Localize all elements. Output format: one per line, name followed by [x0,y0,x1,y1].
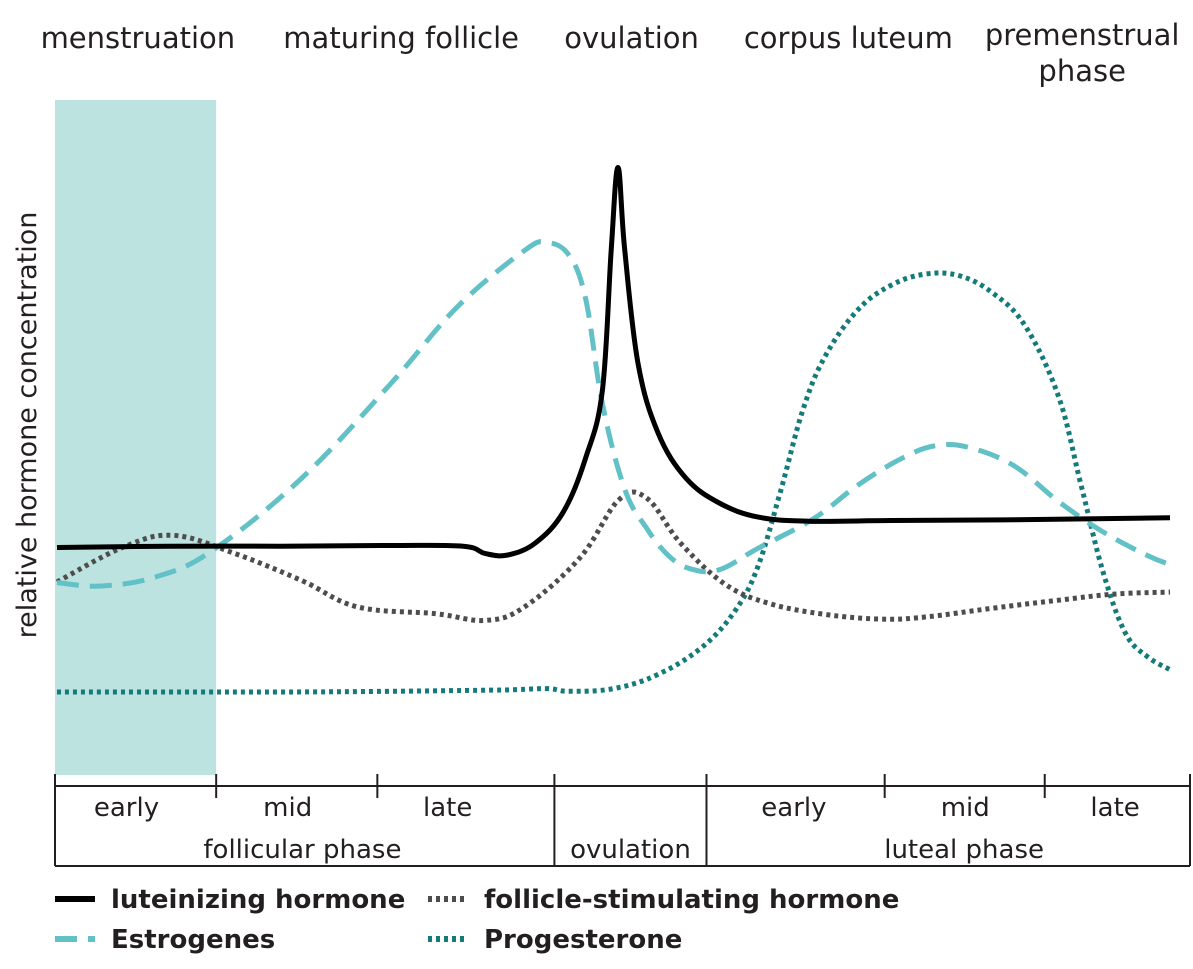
y-axis-label: relative hormone concentration [12,212,43,639]
phase-label: follicular phase [203,835,401,865]
phase-label: luteal phase [884,835,1044,865]
subphase-label: early [761,793,826,823]
phase-label: ovulation [570,835,691,865]
menstruation-band-layer [55,100,217,775]
top-stage-labels: menstruation maturing follicle ovulation co… [41,18,1180,88]
menstruation-band [55,100,217,775]
series-line-estrogenes [56,239,1171,589]
series-layer [55,165,1172,695]
stage-label: maturing follicle [283,21,519,55]
subphase-label: mid [941,793,990,823]
legend: luteinizing hormone follicle-stimulating … [55,885,899,955]
stage-label: ovulation [564,21,699,55]
phase-axis: early mid late early mid late follicular phase… [54,774,1191,867]
subphase-label: late [423,793,472,823]
subphase-label: early [94,793,159,823]
stage-label: menstruation [41,21,236,55]
legend-label: Progesterone [484,925,682,955]
subphase-label: late [1090,793,1139,823]
legend-label: follicle-stimulating hormone [484,885,899,915]
series-line-progesterone [57,270,1172,695]
stage-label: corpus luteum [744,21,953,55]
stage-label: premenstrual phase [985,18,1180,88]
legend-label: Estrogenes [111,925,275,955]
series-line-follicle-stimulating-hormone [55,489,1171,624]
legend-label: luteinizing hormone [111,885,405,915]
series-line-luteinizing-hormone [56,165,1171,559]
subphase-label: mid [263,793,312,823]
